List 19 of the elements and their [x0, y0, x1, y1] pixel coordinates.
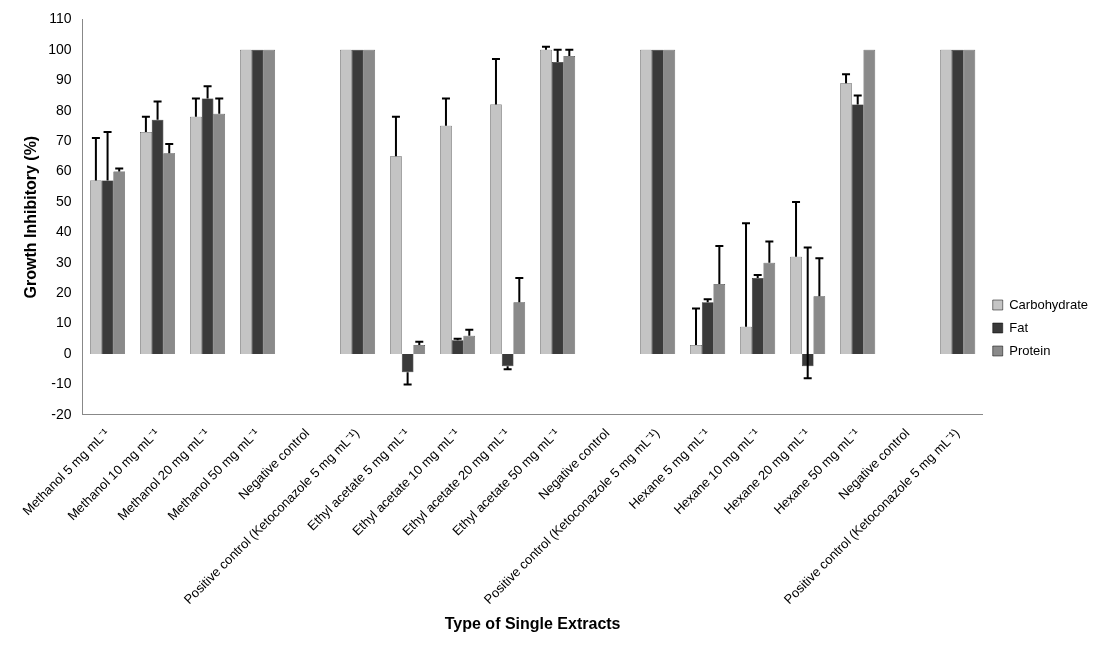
y-tick-label: 20: [55, 284, 72, 301]
y-tick-label: 100: [48, 40, 72, 57]
y-tick-label: 50: [55, 192, 72, 209]
y-tick-label: 70: [55, 131, 72, 148]
y-tick-label: 10: [55, 314, 72, 331]
y-axis-title: Growth Inhibitory (%): [22, 135, 40, 299]
y-tick-label: 90: [55, 71, 72, 88]
y-tick-label: 60: [55, 162, 72, 179]
y-tick-label: 40: [55, 223, 72, 240]
y-tick-label: -10: [51, 375, 72, 392]
legend-label: Carbohydrate: [1009, 296, 1089, 312]
y-tick-label: 0: [63, 344, 72, 361]
y-tick-label: 80: [55, 101, 72, 118]
y-tick-label: 30: [55, 253, 72, 270]
y-tick-label: 110: [49, 10, 72, 27]
legend-label: Fat: [1009, 319, 1029, 335]
y-tick-label: -20: [51, 405, 72, 422]
x-axis-title: Type of Single Extracts: [444, 614, 621, 632]
legend-label: Protein: [1009, 342, 1051, 358]
